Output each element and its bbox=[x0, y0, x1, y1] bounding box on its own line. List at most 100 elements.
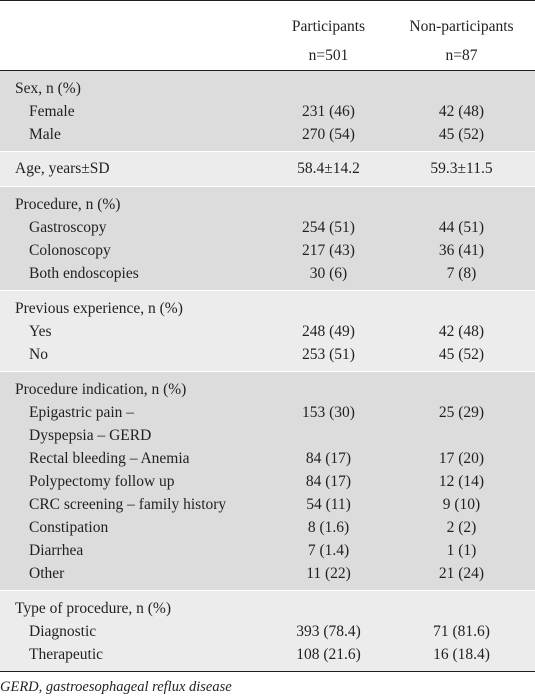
participants-value bbox=[269, 424, 388, 447]
table-row: Both endoscopies 30 (6) 7 (8) bbox=[0, 262, 535, 291]
table-row: Yes 248 (49) 42 (48) bbox=[0, 320, 535, 343]
non-participants-value: 17 (20) bbox=[438, 450, 485, 467]
row-label: Female bbox=[29, 103, 75, 120]
row-label: Diagnostic bbox=[29, 623, 97, 640]
table-row: Other 11 (22) 21 (24) bbox=[0, 562, 535, 591]
section-heading-row: Procedure, n (%) bbox=[0, 187, 535, 217]
row-label: Gastroscopy bbox=[29, 219, 107, 236]
participants-value: 7 (1.4) bbox=[307, 542, 350, 559]
participants-value: 254 (51) bbox=[302, 219, 355, 236]
table-row: No 253 (51) 45 (52) bbox=[0, 343, 535, 372]
table-row: Constipation 8 (1.6) 2 (2) bbox=[0, 516, 535, 539]
row-label: Therapeutic bbox=[29, 646, 104, 663]
non-participants-value: 42 (48) bbox=[438, 103, 485, 120]
participants-value bbox=[269, 372, 388, 402]
characteristics-table: Participants n=501 Non-participants n=87… bbox=[0, 0, 535, 672]
row-label: Dyspepsia – GERD bbox=[29, 427, 152, 444]
section-heading-row: Sex, n (%) bbox=[0, 71, 535, 101]
row-label: Polypectomy follow up bbox=[29, 473, 175, 490]
section-title: Sex, n (%) bbox=[15, 80, 81, 97]
participants-value: 153 (30) bbox=[302, 404, 355, 421]
non-participants-value bbox=[388, 187, 535, 217]
table-row: Therapeutic 108 (21.6) 16 (18.4) bbox=[0, 643, 535, 672]
section-title: Procedure indication, n (%) bbox=[15, 381, 187, 398]
non-participants-value: 45 (52) bbox=[438, 126, 485, 143]
participants-value: 8 (1.6) bbox=[307, 519, 350, 536]
participants-value: 108 (21.6) bbox=[296, 646, 361, 663]
non-participants-value bbox=[388, 591, 535, 621]
non-participants-value: 7 (8) bbox=[446, 265, 477, 282]
table-section: Procedure indication, n (%) Epigastric pa… bbox=[0, 371, 535, 591]
non-participants-value bbox=[388, 291, 535, 321]
row-label: Epigastric pain – bbox=[29, 404, 135, 421]
non-participants-value: 21 (24) bbox=[438, 565, 485, 582]
section-heading-row: Age, years±SD 58.4±14.2 59.3±11.5 bbox=[0, 152, 535, 187]
header-participants-label: Participants bbox=[291, 18, 366, 35]
header-non-participants-n: n=87 bbox=[445, 47, 478, 64]
non-participants-value bbox=[388, 372, 535, 402]
row-label: Yes bbox=[29, 323, 52, 340]
table-row: Polypectomy follow up 84 (17) 12 (14) bbox=[0, 470, 535, 493]
non-participants-value: 44 (51) bbox=[438, 219, 485, 236]
header-participants: Participants n=501 bbox=[269, 1, 388, 71]
table-row: Diagnostic 393 (78.4) 71 (81.6) bbox=[0, 620, 535, 643]
section-heading-row: Procedure indication, n (%) bbox=[0, 372, 535, 402]
row-label: Colonoscopy bbox=[29, 242, 111, 259]
table-section: Sex, n (%) Female 231 (46) 42 (48) Male 270 (… bbox=[0, 70, 535, 152]
section-title: Type of procedure, n (%) bbox=[15, 600, 171, 617]
table-footnote: GERD, gastroesophageal reflux disease bbox=[0, 679, 232, 695]
row-label: Both endoscopies bbox=[29, 265, 139, 282]
non-participants-value: 12 (14) bbox=[438, 473, 485, 490]
table-section: Previous experience, n (%) Yes 248 (49) 42 … bbox=[0, 290, 535, 372]
header-row: Participants n=501 Non-participants n=87 bbox=[0, 0, 535, 71]
participants-value: 54 (11) bbox=[306, 496, 351, 513]
row-label: Other bbox=[29, 565, 65, 582]
table-row: Rectal bleeding – Anemia 84 (17) 17 (20) bbox=[0, 447, 535, 470]
participants-value bbox=[269, 71, 388, 101]
non-participants-value: 42 (48) bbox=[438, 323, 485, 340]
table-row: Epigastric pain – 153 (30) 25 (29) bbox=[0, 401, 535, 424]
non-participants-value: 25 (29) bbox=[438, 404, 485, 421]
participants-value: 270 (54) bbox=[302, 126, 355, 143]
participants-value: 84 (17) bbox=[305, 473, 352, 490]
header-non-participants: Non-participants n=87 bbox=[388, 1, 535, 71]
row-label: Constipation bbox=[29, 519, 109, 536]
participants-value: 58.4±14.2 bbox=[297, 160, 360, 177]
header-non-participants-label: Non-participants bbox=[409, 18, 514, 35]
row-label: Rectal bleeding – Anemia bbox=[29, 450, 190, 467]
row-label: Male bbox=[29, 126, 61, 143]
header-participants-n: n=501 bbox=[308, 47, 349, 64]
participants-value bbox=[269, 291, 388, 321]
table-row: Gastroscopy 254 (51) 44 (51) bbox=[0, 216, 535, 239]
non-participants-value: 16 (18.4) bbox=[433, 646, 490, 663]
table-row: Diarrhea 7 (1.4) 1 (1) bbox=[0, 539, 535, 562]
participants-value: 231 (46) bbox=[302, 103, 355, 120]
section-heading-row: Previous experience, n (%) bbox=[0, 291, 535, 321]
non-participants-value bbox=[388, 424, 535, 447]
participants-value: 248 (49) bbox=[302, 323, 355, 340]
section-title: Age, years±SD bbox=[15, 160, 110, 177]
non-participants-value: 59.3±11.5 bbox=[430, 160, 493, 177]
non-participants-value: 1 (1) bbox=[446, 542, 477, 559]
header-empty-cell bbox=[0, 1, 269, 71]
non-participants-value: 2 (2) bbox=[446, 519, 477, 536]
table-row: Dyspepsia – GERD bbox=[0, 424, 535, 447]
section-heading-row: Type of procedure, n (%) bbox=[0, 591, 535, 621]
section-title: Previous experience, n (%) bbox=[15, 300, 183, 317]
non-participants-value: 71 (81.6) bbox=[433, 623, 490, 640]
non-participants-value: 45 (52) bbox=[438, 346, 485, 363]
table-header: Participants n=501 Non-participants n=87 bbox=[0, 0, 535, 71]
non-participants-value bbox=[388, 71, 535, 101]
table-row: Female 231 (46) 42 (48) bbox=[0, 100, 535, 123]
participants-value bbox=[269, 187, 388, 217]
non-participants-value: 36 (41) bbox=[438, 242, 485, 259]
participants-value: 217 (43) bbox=[302, 242, 355, 259]
participants-value: 393 (78.4) bbox=[296, 623, 361, 640]
table-row: CRC screening – family history 54 (11) 9 (… bbox=[0, 493, 535, 516]
participants-value: 84 (17) bbox=[305, 450, 352, 467]
row-label: No bbox=[29, 346, 48, 363]
section-title: Procedure, n (%) bbox=[15, 196, 121, 213]
table-section: Age, years±SD 58.4±14.2 59.3±11.5 bbox=[0, 151, 535, 187]
table-row: Male 270 (54) 45 (52) bbox=[0, 123, 535, 152]
participants-value: 11 (22) bbox=[306, 565, 351, 582]
